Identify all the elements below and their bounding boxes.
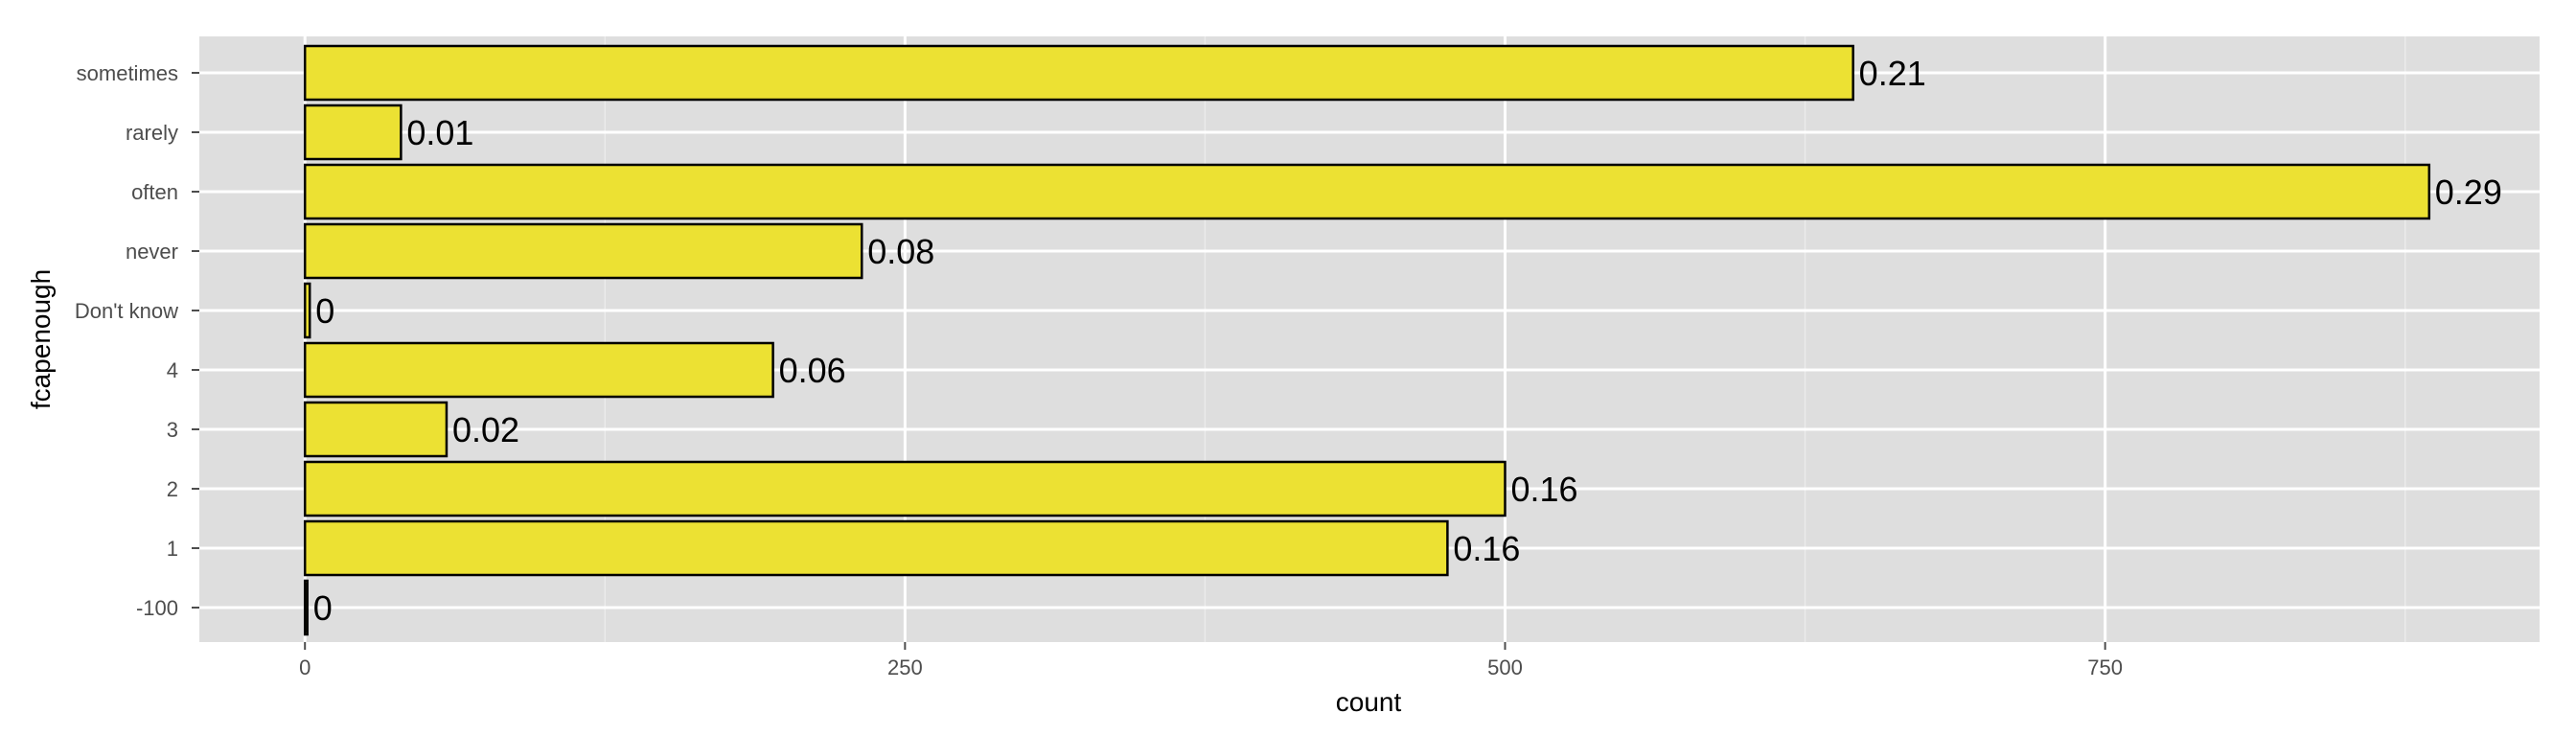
bar xyxy=(303,341,774,399)
x-tick-label: 500 xyxy=(1487,656,1523,679)
y-tick-label: 1 xyxy=(167,537,178,561)
bar xyxy=(303,460,1506,518)
y-axis: sometimes rarely often never Don't know 4 3 2 1 -… xyxy=(75,61,199,620)
y-tick-label: -100 xyxy=(136,596,178,620)
y-tick-label: 3 xyxy=(167,418,178,442)
y-tick-label: 2 xyxy=(167,477,178,501)
bar xyxy=(303,104,402,161)
bar xyxy=(303,163,2431,220)
x-axis-title: count xyxy=(1336,687,1402,717)
bar-value-label: 0.29 xyxy=(2435,172,2502,212)
bar xyxy=(303,401,448,458)
bar-value-label: 0 xyxy=(315,291,334,331)
x-tick-label: 250 xyxy=(887,656,923,679)
bar xyxy=(303,579,309,636)
bar-value-label: 0.16 xyxy=(1511,470,1578,509)
bar xyxy=(303,282,311,339)
bar xyxy=(303,44,1854,102)
y-tick-label: never xyxy=(126,240,178,264)
bar xyxy=(303,222,863,280)
bar-value-label: 0.16 xyxy=(1453,529,1520,568)
y-tick-label: sometimes xyxy=(77,61,178,85)
bar xyxy=(303,519,1449,577)
y-tick-label: often xyxy=(131,180,178,204)
bar-value-label: 0 xyxy=(313,588,333,628)
y-tick-label: Don't know xyxy=(75,299,178,323)
x-axis: 0 250 500 750 xyxy=(299,642,2123,679)
bar-value-label: 0.02 xyxy=(452,410,519,449)
y-axis-title: fcapenough xyxy=(26,269,56,409)
bar-value-label: 0.21 xyxy=(1859,54,1926,93)
bars: 0.21 0.01 0.29 0.08 0 0.06 0.02 0.16 0.16 0 xyxy=(303,44,2502,636)
bar-value-label: 0.08 xyxy=(867,232,934,271)
y-tick-label: rarely xyxy=(126,121,178,145)
bar-value-label: 0.06 xyxy=(779,351,846,390)
y-tick-label: 4 xyxy=(167,358,178,382)
x-tick-label: 0 xyxy=(299,656,310,679)
bar-value-label: 0.01 xyxy=(406,113,473,152)
x-tick-label: 750 xyxy=(2087,656,2123,679)
